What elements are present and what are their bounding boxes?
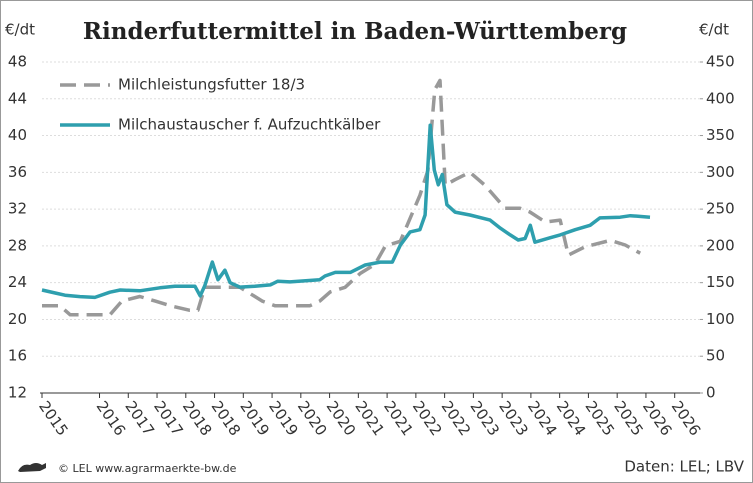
y-tick-label: 28	[8, 236, 27, 254]
y2-tick-label: 400	[706, 89, 735, 107]
y-tick-label: 48	[8, 53, 27, 71]
y2-tick-label: 200	[706, 236, 735, 254]
y2-tick-label: 300	[706, 163, 735, 181]
y-tick-label: 36	[8, 163, 27, 181]
y2-tick-label: 150	[706, 273, 735, 291]
legend-label: Milchaustauscher f. Aufzuchtkälber	[118, 116, 381, 134]
chart-title: Rinderfuttermittel in Baden-Württemberg	[83, 18, 627, 45]
series-line	[41, 123, 651, 300]
source: Daten: LEL; LBV	[624, 458, 744, 476]
y-tick-label: 44	[8, 89, 27, 107]
legend-label: Milchleistungsfutter 18/3	[118, 76, 305, 94]
credit: © LEL www.agrarmaerkte-bw.de	[58, 462, 237, 475]
y2-tick-label: 350	[706, 126, 735, 144]
y-tick-label: 32	[8, 200, 27, 218]
y2-tick-label: 250	[706, 200, 735, 218]
y2-tick-label: 100	[706, 310, 735, 328]
y-tick-label: 40	[8, 126, 27, 144]
series-line	[42, 78, 642, 317]
y-tick-label: 16	[8, 347, 27, 365]
logo	[18, 463, 46, 472]
y2-tick-label: 450	[706, 53, 735, 71]
y-tick-label: 20	[8, 310, 27, 328]
y-axis-label: €/dt	[5, 21, 35, 39]
y-tick-label: 12	[8, 384, 27, 402]
y2-axis-label: €/dt	[699, 21, 729, 39]
y-tick-label: 24	[8, 273, 27, 291]
y2-tick-label: 50	[706, 347, 725, 365]
y2-tick-label: 0	[706, 384, 716, 402]
